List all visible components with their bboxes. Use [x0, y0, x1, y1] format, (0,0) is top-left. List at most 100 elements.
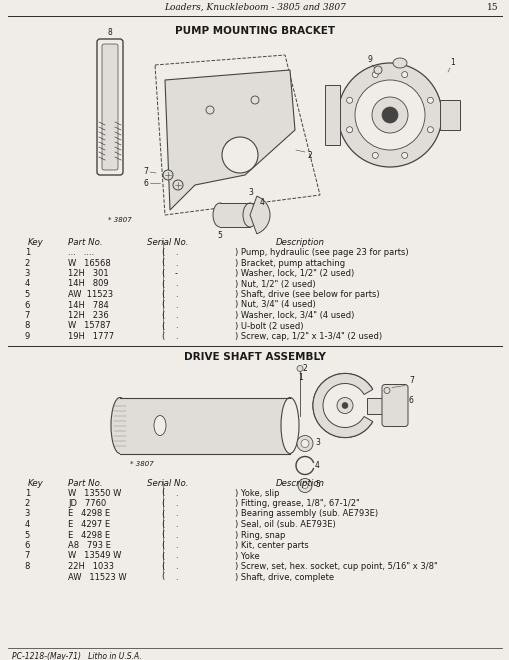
Text: A8   793 E: A8 793 E: [68, 541, 110, 550]
Circle shape: [427, 127, 433, 133]
Text: 15: 15: [487, 3, 498, 12]
Text: .: .: [175, 332, 177, 341]
Text: .: .: [175, 510, 177, 519]
Text: ) Bracket, pump attaching: ) Bracket, pump attaching: [235, 259, 345, 267]
Text: .: .: [175, 552, 177, 560]
Text: 4: 4: [260, 198, 264, 207]
Circle shape: [173, 180, 183, 190]
Ellipse shape: [242, 203, 257, 227]
Bar: [120, 397, 290, 453]
Circle shape: [354, 80, 424, 150]
Wedge shape: [249, 196, 269, 234]
Circle shape: [336, 397, 352, 414]
Circle shape: [296, 366, 302, 372]
Circle shape: [300, 440, 308, 447]
Text: Serial No.: Serial No.: [147, 478, 188, 488]
Text: 1: 1: [450, 58, 455, 67]
Text: .: .: [175, 520, 177, 529]
Circle shape: [301, 482, 307, 488]
Text: (: (: [161, 531, 165, 539]
Text: (: (: [161, 520, 165, 529]
Text: ) Ring, snap: ) Ring, snap: [235, 531, 285, 539]
Text: .: .: [175, 311, 177, 320]
Text: AW  11523: AW 11523: [68, 290, 113, 299]
Text: -: -: [174, 269, 177, 278]
Text: (: (: [161, 290, 165, 299]
Ellipse shape: [392, 58, 406, 68]
Text: E   4298 E: E 4298 E: [68, 531, 110, 539]
Text: 22H   1033: 22H 1033: [68, 562, 114, 571]
Circle shape: [346, 127, 352, 133]
Text: ) Washer, lock, 1/2" (2 used): ) Washer, lock, 1/2" (2 used): [235, 269, 354, 278]
Text: .: .: [175, 300, 177, 310]
Circle shape: [372, 71, 378, 78]
Text: .: .: [175, 259, 177, 267]
Text: ) Nut, 1/2" (2 used): ) Nut, 1/2" (2 used): [235, 279, 315, 288]
Polygon shape: [165, 70, 294, 210]
Text: (: (: [161, 552, 165, 560]
Text: .: .: [175, 531, 177, 539]
Text: .: .: [175, 499, 177, 508]
Text: 14H   809: 14H 809: [68, 279, 108, 288]
Circle shape: [401, 152, 407, 158]
Text: 6: 6: [143, 178, 148, 187]
Text: 8: 8: [107, 28, 112, 37]
Text: Description: Description: [275, 478, 324, 488]
Text: .: .: [175, 562, 177, 571]
Text: ) Screw, cap, 1/2" x 1-3/4" (2 used): ) Screw, cap, 1/2" x 1-3/4" (2 used): [235, 332, 381, 341]
Text: ) Pump, hydraulic (see page 23 for parts): ) Pump, hydraulic (see page 23 for parts…: [235, 248, 408, 257]
Text: 6: 6: [408, 396, 413, 405]
Circle shape: [372, 152, 378, 158]
Text: W   13549 W: W 13549 W: [68, 552, 121, 560]
Text: 9: 9: [367, 55, 372, 64]
Text: .: .: [175, 572, 177, 581]
Text: 4: 4: [315, 461, 319, 470]
Text: 5: 5: [217, 231, 222, 240]
Text: 1: 1: [25, 248, 30, 257]
Text: ) Bearing assembly (sub. AE793E): ) Bearing assembly (sub. AE793E): [235, 510, 377, 519]
Text: ...   ....: ... ....: [68, 248, 94, 257]
Circle shape: [163, 170, 173, 180]
Text: * 3807: * 3807: [108, 217, 131, 223]
Text: (: (: [161, 499, 165, 508]
Text: .: .: [175, 248, 177, 257]
Ellipse shape: [111, 397, 129, 453]
Text: 7: 7: [24, 552, 30, 560]
Text: W   13550 W: W 13550 W: [68, 488, 121, 498]
Text: 1: 1: [297, 373, 302, 382]
Text: 2: 2: [302, 364, 307, 373]
Text: Key: Key: [28, 478, 44, 488]
Circle shape: [337, 63, 441, 167]
Text: 5: 5: [25, 531, 30, 539]
Text: ) Shaft, drive, complete: ) Shaft, drive, complete: [235, 572, 333, 581]
Text: 2: 2: [25, 259, 30, 267]
Circle shape: [221, 137, 258, 173]
Text: ) Yoke: ) Yoke: [235, 552, 259, 560]
Text: ) Seal, oil (sub. AE793E): ) Seal, oil (sub. AE793E): [235, 520, 335, 529]
Wedge shape: [313, 374, 372, 438]
Text: 12H   236: 12H 236: [68, 311, 108, 320]
Text: 8: 8: [24, 321, 30, 331]
Text: 1: 1: [25, 488, 30, 498]
Text: ) U-bolt (2 used): ) U-bolt (2 used): [235, 321, 303, 331]
Text: ) Shaft, drive (see below for parts): ) Shaft, drive (see below for parts): [235, 290, 379, 299]
Circle shape: [383, 387, 389, 393]
FancyBboxPatch shape: [381, 385, 407, 426]
Text: Part No.: Part No.: [68, 478, 102, 488]
Text: 8: 8: [24, 562, 30, 571]
Text: (: (: [161, 269, 165, 278]
Text: E   4297 E: E 4297 E: [68, 520, 110, 529]
FancyBboxPatch shape: [102, 44, 118, 170]
Text: (: (: [161, 248, 165, 257]
Text: (: (: [161, 541, 165, 550]
Text: (: (: [161, 332, 165, 341]
Text: 7: 7: [24, 311, 30, 320]
Text: 3: 3: [24, 269, 30, 278]
Text: (: (: [161, 300, 165, 310]
Text: JD   7760: JD 7760: [68, 499, 106, 508]
Text: Key: Key: [28, 238, 44, 247]
Bar: [366, 397, 391, 414]
Circle shape: [371, 97, 407, 133]
Circle shape: [297, 478, 312, 492]
Bar: [324, 85, 340, 145]
